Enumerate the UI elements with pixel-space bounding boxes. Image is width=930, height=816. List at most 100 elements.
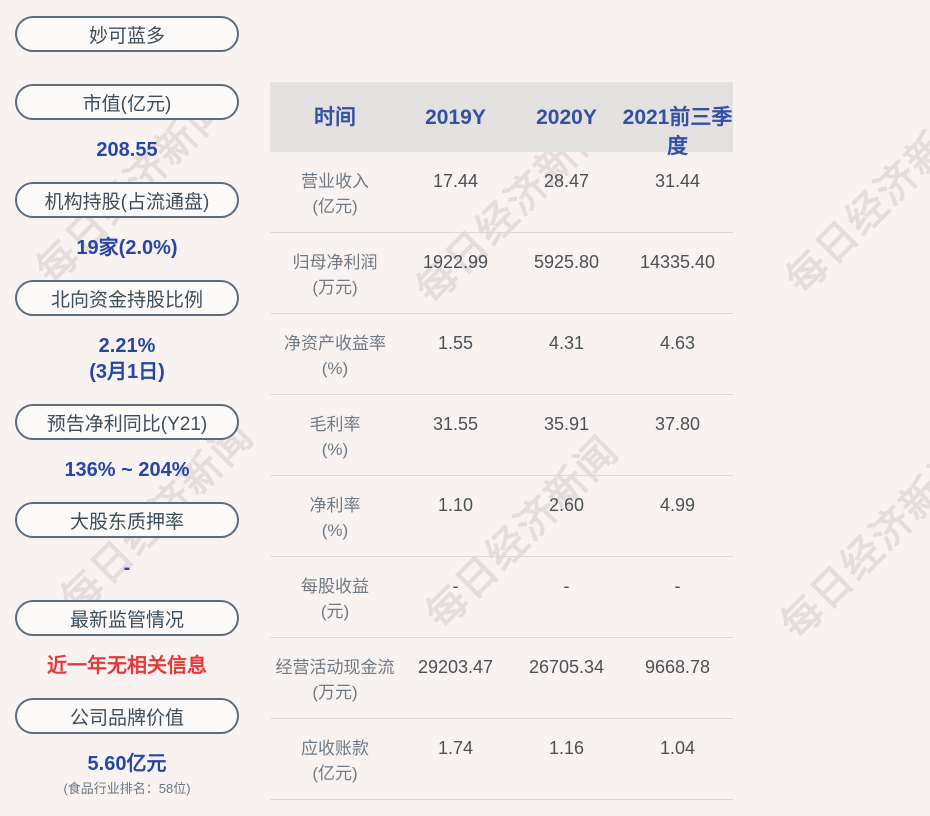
header-cell-2019: 2019Y bbox=[425, 106, 486, 129]
row-value-2020: 35.91 bbox=[543, 414, 590, 434]
row-label: 应收账款 (亿元) bbox=[270, 719, 400, 786]
stat-label-pill: 公司品牌价值 bbox=[15, 698, 239, 734]
row-value-2021q3: - bbox=[674, 576, 681, 596]
stat-label-pill: 市值(亿元) bbox=[15, 84, 239, 120]
stat-label: 预告净利同比(Y21) bbox=[46, 413, 208, 435]
table-row: 毛利率 (%) 31.55 35.91 37.80 bbox=[270, 395, 733, 476]
sidebar-stat: 公司品牌价值 5.60亿元 (食品行业排名：58位) bbox=[0, 698, 254, 799]
table-row: 营业收入 (亿元) 17.44 28.47 31.44 bbox=[270, 152, 733, 233]
row-metric-name: 经营活动现金流 bbox=[275, 658, 395, 677]
row-value-2020: 28.47 bbox=[543, 171, 590, 191]
stat-value: 2.21% bbox=[98, 335, 156, 357]
row-metric-unit: (亿元) bbox=[312, 197, 358, 216]
row-metric-unit: (%) bbox=[321, 440, 349, 459]
sidebar-stat: 预告净利同比(Y21) 136% ~ 204% bbox=[0, 404, 254, 483]
row-metric-unit: (亿元) bbox=[312, 764, 358, 783]
row-metric-name: 归母净利润 bbox=[292, 253, 378, 272]
row-label: 净资产收益率 (%) bbox=[270, 314, 400, 381]
row-metric-unit: (万元) bbox=[312, 683, 358, 702]
row-value-2020: 26705.34 bbox=[528, 657, 605, 677]
stat-note: (食品行业排名：58位) bbox=[63, 781, 191, 796]
row-value-2019: 17.44 bbox=[432, 171, 479, 191]
row-metric-unit: (万元) bbox=[312, 278, 358, 297]
row-value-2021q3: 31.44 bbox=[654, 171, 701, 191]
header-cell-time: 时间 bbox=[314, 106, 356, 129]
stat-label-pill: 北向资金持股比例 bbox=[15, 280, 239, 316]
row-value-2021q3: 1.04 bbox=[659, 738, 696, 758]
sidebar-stat: 市值(亿元) 208.55 bbox=[0, 84, 254, 163]
stat-value: 19家(2.0%) bbox=[76, 237, 178, 259]
row-value-2020: - bbox=[563, 576, 570, 596]
stat-label-pill: 最新监管情况 bbox=[15, 600, 239, 636]
table-row: 经营活动现金流 (万元) 29203.47 26705.34 9668.78 bbox=[270, 638, 733, 719]
stat-value: - bbox=[123, 557, 131, 579]
table-header-row: 时间 2019Y 2020Y 2021前三季度 bbox=[270, 82, 733, 158]
stat-label: 公司品牌价值 bbox=[69, 707, 184, 729]
table-row: 净利率 (%) 1.10 2.60 4.99 bbox=[270, 476, 733, 557]
row-label: 营业收入 (亿元) bbox=[270, 152, 400, 219]
row-value-2020: 5925.80 bbox=[533, 252, 600, 272]
row-value-2021q3: 14335.40 bbox=[639, 252, 716, 272]
row-value-2019: 1.74 bbox=[437, 738, 474, 758]
stat-label-pill: 预告净利同比(Y21) bbox=[15, 404, 239, 440]
row-label: 每股收益 (元) bbox=[270, 557, 400, 624]
row-value-2019: 1922.99 bbox=[422, 252, 489, 272]
stat-label: 市值(亿元) bbox=[82, 93, 172, 115]
row-value-2019: 29203.47 bbox=[417, 657, 494, 677]
sidebar-stats: 市值(亿元) 208.55 机构持股(占流通盘) 19家(2.0%) 北向资金持… bbox=[0, 84, 254, 799]
sidebar-stat: 北向资金持股比例 2.21% (3月1日) bbox=[0, 280, 254, 385]
stat-value: 136% ~ 204% bbox=[64, 459, 190, 481]
stat-label-pill: 大股东质押率 bbox=[15, 502, 239, 538]
company-name: 妙可蓝多 bbox=[88, 25, 165, 47]
row-metric-unit: (%) bbox=[321, 521, 349, 540]
financial-table: 时间 2019Y 2020Y 2021前三季度 营业收入 (亿元) 17.44 … bbox=[270, 82, 733, 800]
stat-label: 机构持股(占流通盘) bbox=[44, 191, 210, 213]
table-row: 归母净利润 (万元) 1922.99 5925.80 14335.40 bbox=[270, 233, 733, 314]
stat-value: 5.60亿元 bbox=[87, 753, 167, 775]
stat-label-pill: 机构持股(占流通盘) bbox=[15, 182, 239, 218]
sidebar-stat: 大股东质押率 - bbox=[0, 502, 254, 581]
row-label: 归母净利润 (万元) bbox=[270, 233, 400, 300]
row-value-2019: 1.10 bbox=[437, 495, 474, 515]
header-cell-2020: 2020Y bbox=[536, 106, 597, 129]
sidebar-stat: 机构持股(占流通盘) 19家(2.0%) bbox=[0, 182, 254, 261]
stat-label: 北向资金持股比例 bbox=[50, 289, 203, 311]
row-metric-unit: (元) bbox=[320, 602, 350, 621]
row-metric-name: 应收账款 bbox=[301, 739, 369, 758]
row-value-2021q3: 4.63 bbox=[659, 333, 696, 353]
row-value-2019: 31.55 bbox=[432, 414, 479, 434]
row-metric-name: 营业收入 bbox=[301, 172, 369, 191]
row-metric-unit: (%) bbox=[321, 359, 349, 378]
row-value-2021q3: 4.99 bbox=[659, 495, 696, 515]
stat-label: 最新监管情况 bbox=[69, 609, 184, 631]
row-metric-name: 净资产收益率 bbox=[284, 334, 386, 353]
row-label: 毛利率 (%) bbox=[270, 395, 400, 462]
sidebar-stat: 最新监管情况 近一年无相关信息 bbox=[0, 600, 254, 679]
row-value-2020: 1.16 bbox=[548, 738, 585, 758]
watermark-text: 每日经济新闻 bbox=[778, 93, 930, 303]
sidebar-stats-panel: 妙可蓝多 市值(亿元) 208.55 机构持股(占流通盘) 19家(2.0%) … bbox=[0, 16, 254, 816]
row-metric-name: 每股收益 bbox=[301, 577, 369, 596]
row-label: 净利率 (%) bbox=[270, 476, 400, 543]
row-value-2019: 1.55 bbox=[437, 333, 474, 353]
row-label: 经营活动现金流 (万元) bbox=[270, 638, 400, 705]
company-name-pill: 妙可蓝多 bbox=[15, 16, 239, 52]
row-metric-name: 净利率 bbox=[309, 496, 361, 515]
table-body: 营业收入 (亿元) 17.44 28.47 31.44 归母净利润 (万元) 1… bbox=[270, 152, 733, 800]
row-metric-name: 毛利率 bbox=[309, 415, 361, 434]
row-value-2021q3: 9668.78 bbox=[644, 657, 711, 677]
row-value-2021q3: 37.80 bbox=[654, 414, 701, 434]
stat-value-secondary: (3月1日) bbox=[89, 361, 165, 383]
table-row: 应收账款 (亿元) 1.74 1.16 1.04 bbox=[270, 719, 733, 800]
header-cell-2021q3: 2021前三季度 bbox=[622, 106, 733, 158]
row-value-2020: 2.60 bbox=[548, 495, 585, 515]
table-row: 每股收益 (元) - - - bbox=[270, 557, 733, 638]
row-value-2019: - bbox=[452, 576, 459, 596]
row-value-2020: 4.31 bbox=[548, 333, 585, 353]
stat-label: 大股东质押率 bbox=[69, 511, 184, 533]
watermark-text: 每日经济新闻 bbox=[773, 438, 930, 648]
stat-value: 208.55 bbox=[96, 139, 158, 161]
table-row: 净资产收益率 (%) 1.55 4.31 4.63 bbox=[270, 314, 733, 395]
stat-value: 近一年无相关信息 bbox=[47, 655, 207, 677]
